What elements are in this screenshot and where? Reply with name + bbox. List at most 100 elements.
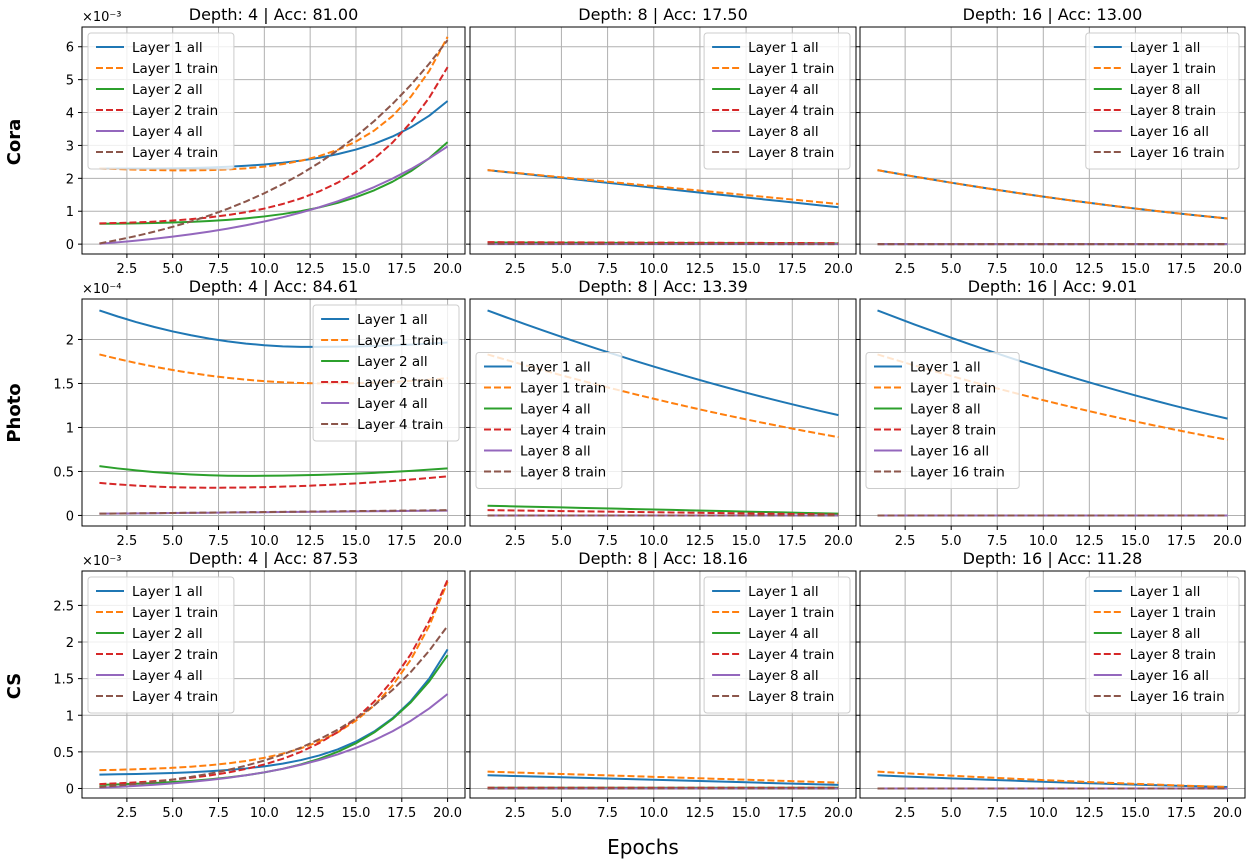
legend-label: Layer 2 train xyxy=(357,375,443,391)
legend-label: Layer 8 train xyxy=(1130,103,1216,119)
x-tick-label: 10.0 xyxy=(1029,534,1058,549)
x-tick-label: 10.0 xyxy=(250,262,279,277)
x-tick-label: 5.0 xyxy=(941,534,962,549)
chart-panel-photo-2: 2.5 5.0 7.5 10.0 12.5 15.0 17.5 20.0 Depth: 16 |… xyxy=(856,277,1246,549)
legend-label: Layer 1 train xyxy=(357,333,443,349)
legend-label: Layer 4 all xyxy=(520,402,591,418)
legend-label: Layer 8 all xyxy=(1130,82,1201,98)
axes-frame xyxy=(469,570,857,799)
x-tick-label: 15.0 xyxy=(341,806,370,821)
x-tick-label: 12.5 xyxy=(1075,262,1104,277)
series-line-layer-4-all xyxy=(99,145,449,245)
legend-label: Layer 4 train xyxy=(748,103,834,119)
legend: Layer 1 all Layer 1 train Layer 2 all Layer… xyxy=(87,576,235,714)
series-group xyxy=(99,579,449,789)
row-label-cs: CS xyxy=(4,673,25,700)
series-line-layer-4-all xyxy=(487,504,839,515)
x-tick-label: 2.5 xyxy=(895,806,916,821)
series-line-layer-1-train xyxy=(99,581,449,772)
panel-title: Depth: 16 | Acc: 9.01 xyxy=(968,277,1138,296)
x-tick-label: 17.5 xyxy=(778,534,807,549)
x-tick-label: 10.0 xyxy=(639,806,668,821)
legend-label: Layer 4 train xyxy=(357,417,443,433)
x-tick-label: 20.0 xyxy=(1213,806,1242,821)
legend-label: Layer 1 all xyxy=(748,40,819,56)
x-tick-label: 17.5 xyxy=(1167,806,1196,821)
panel-title: Depth: 8 | Acc: 18.16 xyxy=(578,549,748,568)
chart-panel-cora-0: 2.5 5.0 7.5 10.0 12.5 15.0 17.5 20.0 0 1 2 3 4 5 6 Dept… xyxy=(66,5,466,277)
x-tick-label: 20.0 xyxy=(1213,262,1242,277)
x-tick-label: 7.5 xyxy=(597,262,618,277)
x-tick-label: 17.5 xyxy=(387,262,416,277)
axes-frame xyxy=(469,298,857,527)
y-tick-label: 2.5 xyxy=(53,599,74,614)
row-label-cora: Cora xyxy=(4,119,25,166)
panel-title: Depth: 16 | Acc: 13.00 xyxy=(963,5,1143,24)
y-tick-label: 1 xyxy=(66,709,74,724)
axes-frame xyxy=(81,298,466,527)
series-line-layer-1-all xyxy=(487,309,839,417)
legend-label: Layer 1 train xyxy=(748,61,834,77)
x-tick-label: 12.5 xyxy=(1075,806,1104,821)
legend-label: Layer 8 all xyxy=(910,402,981,418)
legend-label: Layer 16 all xyxy=(910,444,989,460)
x-tick-label: 10.0 xyxy=(250,534,279,549)
series-line-layer-2-train xyxy=(99,66,449,225)
legend-box xyxy=(703,32,851,170)
legend-box xyxy=(475,352,623,489)
legend-label: Layer 4 train xyxy=(132,689,218,705)
x-tick-label: 5.0 xyxy=(551,806,572,821)
legend-label: Layer 1 train xyxy=(132,605,218,621)
panel-title: Depth: 4 | Acc: 84.61 xyxy=(189,277,359,296)
series-line-layer-2-train xyxy=(99,475,448,489)
legend-label: Layer 1 all xyxy=(132,584,203,600)
x-tick-label: 15.0 xyxy=(1121,534,1150,549)
legend: Layer 1 all Layer 1 train Layer 8 all Layer… xyxy=(865,352,1020,489)
x-tick-label: 5.0 xyxy=(162,262,183,277)
legend-label: Layer 8 train xyxy=(748,689,834,705)
legend-label: Layer 8 all xyxy=(748,668,819,684)
series-line-layer-1-all xyxy=(487,169,839,209)
legend-label: Layer 1 train xyxy=(1130,61,1216,77)
legend-label: Layer 4 train xyxy=(132,145,218,161)
legend-box xyxy=(312,304,460,442)
legend-label: Layer 1 train xyxy=(520,381,606,397)
axes-frame xyxy=(469,26,857,255)
legend: Layer 1 all Layer 1 train Layer 8 all Layer… xyxy=(1085,32,1240,170)
legend: Layer 1 all Layer 1 train Layer 4 all Layer… xyxy=(475,352,623,489)
panel-title: Depth: 8 | Acc: 17.50 xyxy=(578,5,748,24)
legend-label: Layer 4 all xyxy=(132,668,203,684)
x-tick-label: 2.5 xyxy=(505,262,526,277)
x-tick-label: 2.5 xyxy=(117,806,138,821)
series-group xyxy=(877,309,1228,517)
y-tick-label: 2 xyxy=(66,172,74,187)
legend-label: Layer 4 train xyxy=(520,423,606,439)
legend-box xyxy=(1085,576,1240,714)
series-line-layer-4-train xyxy=(99,509,448,515)
x-tick-label: 7.5 xyxy=(597,534,618,549)
x-tick-label: 2.5 xyxy=(117,262,138,277)
x-tick-label: 15.0 xyxy=(732,806,761,821)
y-tick-label: 5 xyxy=(66,74,74,89)
x-tick-label: 2.5 xyxy=(505,534,526,549)
panels: 2.5 5.0 7.5 10.0 12.5 15.0 17.5 20.00123456Dept… xyxy=(53,5,1246,821)
legend-label: Layer 16 all xyxy=(1130,124,1209,140)
series-line-layer-1-train xyxy=(877,169,1228,220)
legend-label: Layer 1 train xyxy=(1130,605,1216,621)
y-tick-label: 1 xyxy=(66,205,74,220)
panel-title: Depth: 16 | Acc: 11.28 xyxy=(963,549,1143,568)
series-line-layer-1-all xyxy=(487,774,839,786)
legend-label: Layer 1 all xyxy=(910,360,981,376)
series-line-layer-4-train xyxy=(99,625,449,789)
x-tick-label: 10.0 xyxy=(639,534,668,549)
legend-label: Layer 1 all xyxy=(132,40,203,56)
chart-panel-cora-2: 2.5 5.0 7.5 10.0 12.5 15.0 17.5 20.0 Depth: 16 |… xyxy=(856,5,1246,277)
legend-label: Layer 4 all xyxy=(357,396,428,412)
series-line-layer-4-all xyxy=(99,693,449,789)
x-tick-label: 17.5 xyxy=(1167,534,1196,549)
x-tick-label: 20.0 xyxy=(433,534,462,549)
y-tick-label: 0 xyxy=(66,509,74,524)
x-tick-label: 5.0 xyxy=(551,534,572,549)
series-group xyxy=(877,169,1228,246)
x-tick-label: 5.0 xyxy=(162,806,183,821)
